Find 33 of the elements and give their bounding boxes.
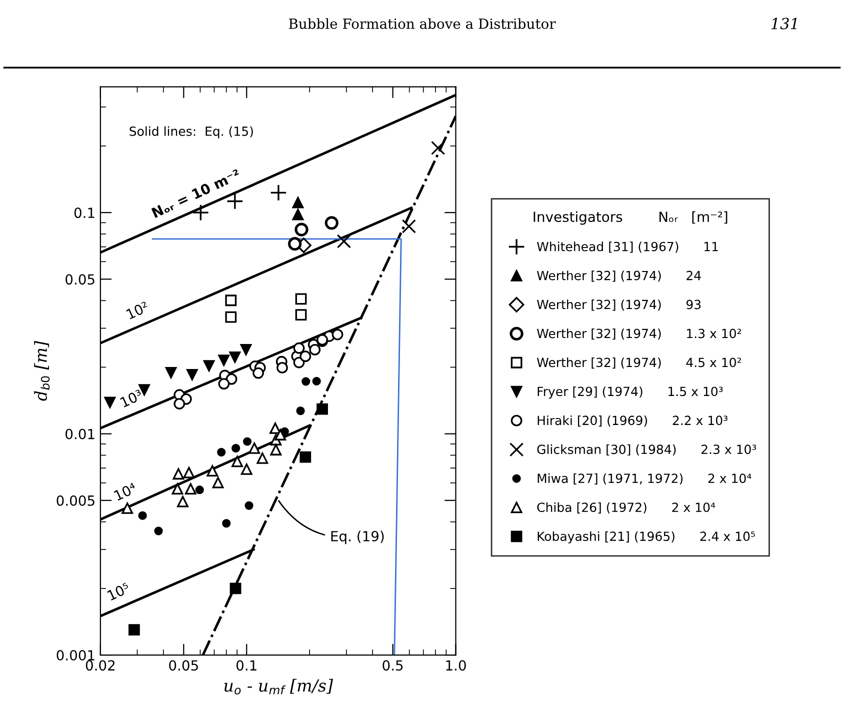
legend-label: Werther [32] (1974) 1.3 x 10²: [536, 328, 742, 340]
chart-title: Bubble Formation above a Distributor: [288, 18, 556, 29]
annotation: 10³: [120, 389, 144, 408]
y-tick-label: 0.05: [66, 274, 94, 285]
x-tick-label: 0.5: [382, 660, 403, 671]
legend-label: Werther [32] (1974) 4.5 x 10²: [536, 357, 742, 369]
text: 131: [771, 18, 796, 30]
x-tick-label: 0.05: [169, 660, 198, 671]
legend-label: Whitehead [31] (1967) 11: [536, 242, 718, 253]
annotation: 10²: [126, 301, 150, 320]
y-tick-label: 0.001: [56, 650, 94, 661]
annotation: Nₒᵣ = 10 m⁻²: [151, 168, 241, 218]
legend-label: Miwa [27] (1971, 1972) 2 x 10⁴: [538, 473, 752, 485]
x-axis-title: u$_{o}$ - u$_{mf}$ [m/s]: [224, 678, 334, 694]
y-tick-label: 0.005: [56, 495, 94, 506]
y-tick-label: 0.01: [66, 428, 94, 440]
y-tick-label: 0.1: [74, 208, 94, 218]
annotation: Eq. (19): [331, 530, 384, 544]
legend-label: Chiba [26] (1972) 2 x 10⁴: [537, 502, 716, 514]
legend-label: Werther [32] (1974) 93: [536, 300, 701, 311]
legend-title: Investigators Nₒᵣ [m⁻²]: [534, 211, 728, 225]
y-axis-title: d$_{b0}$ [m]: [34, 340, 50, 401]
annotation: Solid lines: Eq. (15): [130, 126, 253, 138]
legend-label: Werther [32] (1974) 24: [536, 270, 701, 282]
legend-label: Kobayashi [21] (1965) 2.4 x 10⁵: [538, 531, 755, 544]
legend-label: Hiraki [20] (1969) 2.2 x 10³: [538, 415, 728, 427]
annotation: 10⁵: [106, 582, 130, 601]
x-tick-label: 0.1: [236, 660, 256, 671]
legend-label: Glicksman [30] (1984) 2.3 x 10³: [537, 444, 756, 456]
legend-label: Fryer [29] (1974) 1.5 x 10³: [538, 386, 723, 399]
annotation: 10⁴: [114, 482, 138, 501]
x-tick-label: 0.02: [86, 660, 115, 671]
x-tick-label: 1.0: [446, 660, 466, 671]
